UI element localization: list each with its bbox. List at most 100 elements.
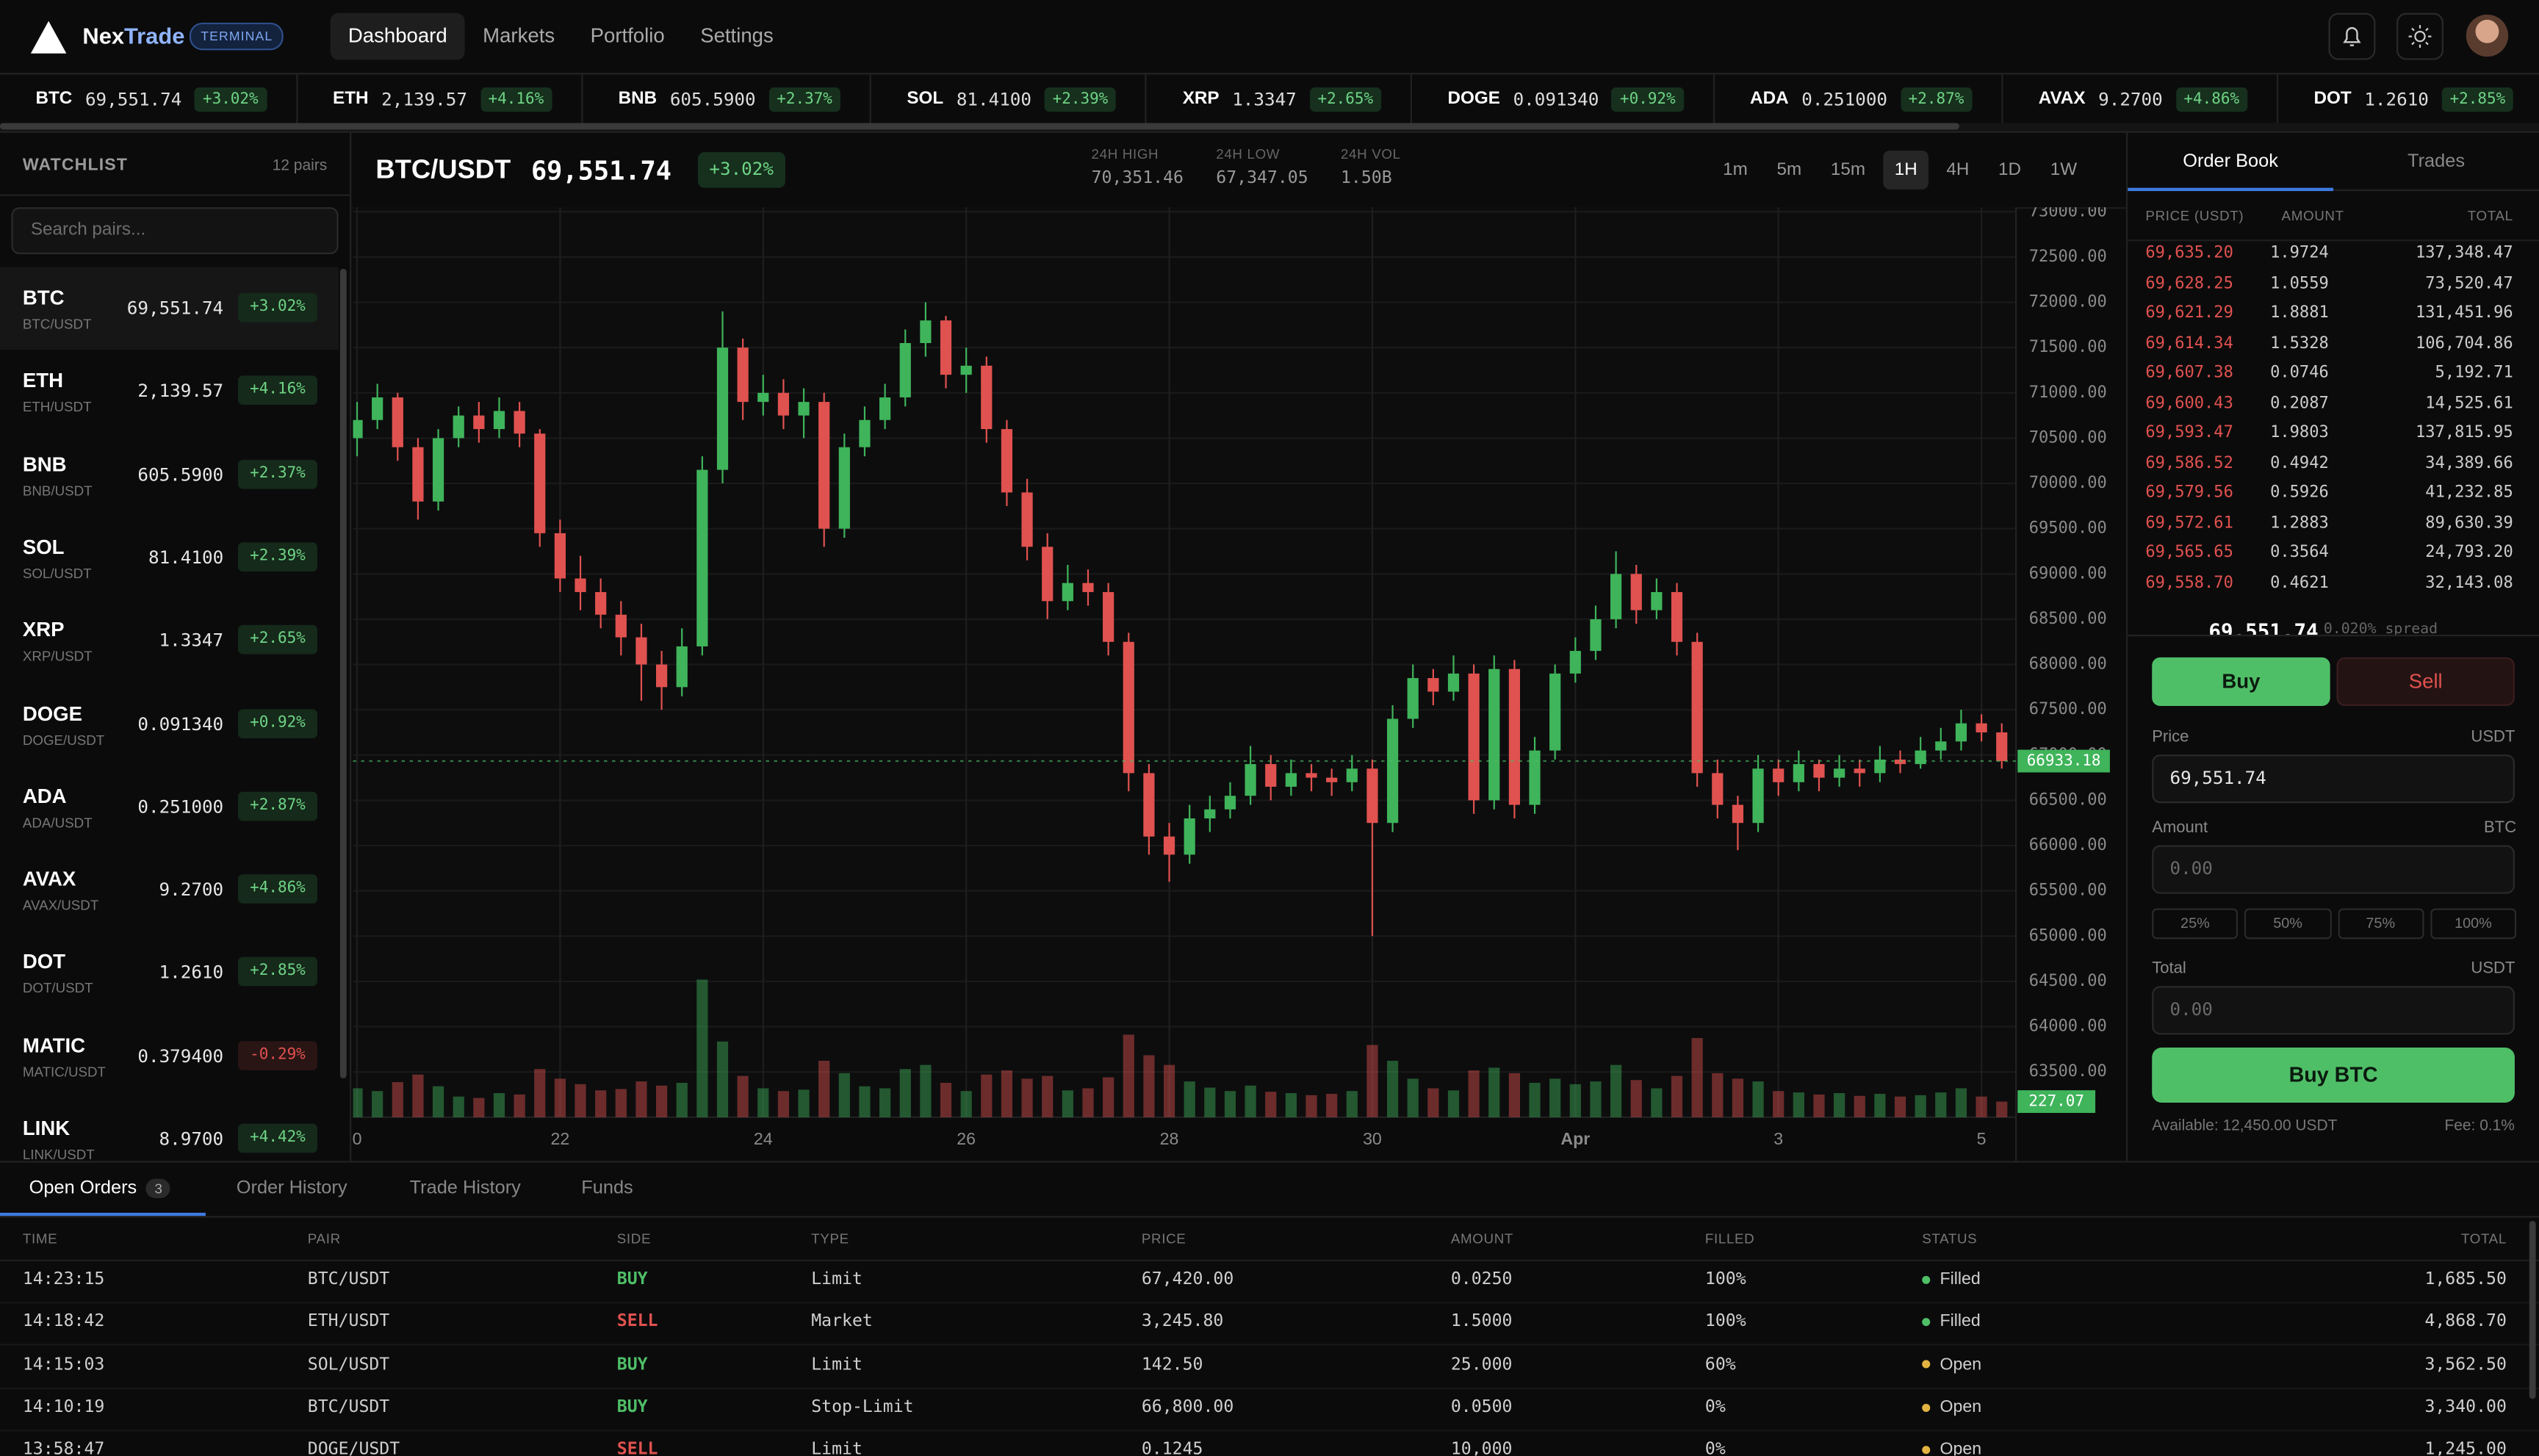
watchlist-row[interactable]: BNB BNB/USDT 605.5900 +2.37% xyxy=(0,433,339,516)
candle-body xyxy=(757,392,769,403)
candle-body xyxy=(1021,492,1033,547)
symbol: SOL xyxy=(22,536,65,559)
price-input[interactable]: 69,551.74 xyxy=(2152,754,2515,804)
volume-bar xyxy=(1813,1094,1825,1117)
y-tick-label: 70000.00 xyxy=(2029,474,2107,492)
cell: 1,245.00 xyxy=(2424,1439,2507,1456)
x-tick-label: 3 xyxy=(1773,1129,1783,1148)
watchlist-row[interactable]: LINK LINK/USDT 8.9700 +4.42% xyxy=(0,1098,339,1161)
watchlist-row[interactable]: AVAX AVAX/USDT 9.2700 +4.86% xyxy=(0,848,339,931)
notifications-button[interactable] xyxy=(2328,12,2376,60)
y-tick-label: 71500.00 xyxy=(2029,338,2107,356)
volume-bar xyxy=(1407,1078,1419,1117)
percent-button[interactable]: 75% xyxy=(2337,908,2424,940)
orders-tab[interactable]: Funds xyxy=(552,1163,663,1217)
ticker-change: +2.87% xyxy=(1900,86,1973,111)
volume-bar xyxy=(1224,1091,1236,1117)
percent-button[interactable]: 50% xyxy=(2244,908,2331,940)
candle-body xyxy=(1346,768,1358,782)
timeframe-button[interactable]: 1m xyxy=(1723,160,1748,180)
candle-body xyxy=(716,347,729,470)
ticker-item[interactable]: ADA 0.251000 +2.87% xyxy=(1715,74,2003,123)
nav-item[interactable]: Markets xyxy=(483,24,555,47)
watchlist-row[interactable]: ADA ADA/USDT 0.251000 +2.87% xyxy=(0,765,339,848)
volume-bar xyxy=(1529,1082,1541,1117)
price: 81.4100 xyxy=(148,547,224,569)
divider xyxy=(0,194,350,196)
candle-body xyxy=(1610,574,1622,619)
percent-button[interactable]: 25% xyxy=(2152,908,2239,940)
nav-item[interactable]: Dashboard xyxy=(330,12,465,60)
cell: Limit xyxy=(811,1269,862,1289)
nav-item[interactable]: Settings xyxy=(700,24,774,47)
candle-body xyxy=(514,411,525,434)
ask-price: 69,586.52 xyxy=(2145,454,2233,472)
book-tab[interactable]: Order Book xyxy=(2128,133,2334,192)
row-divider xyxy=(0,1302,2539,1304)
ticker-item[interactable]: DOT 1.2610 +2.85% xyxy=(2278,74,2539,123)
volume-bar xyxy=(615,1089,627,1117)
volume-bar xyxy=(1732,1078,1744,1117)
ticker-item[interactable]: BTC 69,551.74 +3.02% xyxy=(0,74,298,123)
amount-input[interactable]: 0.00 xyxy=(2152,845,2515,894)
watchlist-row[interactable]: BTC BTC/USDT 69,551.74 +3.02% xyxy=(0,267,339,350)
search-input[interactable]: Search pairs... xyxy=(11,207,339,255)
column-header: TYPE xyxy=(811,1230,849,1247)
orders-tab[interactable]: Open Orders 3 xyxy=(0,1163,206,1217)
ticker-item[interactable]: AVAX 9.2700 +4.86% xyxy=(2003,74,2278,123)
candle-body xyxy=(1285,773,1297,787)
avatar[interactable] xyxy=(2466,14,2509,57)
cell: SELL xyxy=(616,1439,658,1456)
stat-value: 1.50B xyxy=(1340,168,1392,188)
nav-item[interactable]: Portfolio xyxy=(590,24,665,47)
percent-button[interactable]: 100% xyxy=(2430,908,2517,940)
watchlist-row[interactable]: SOL SOL/USDT 81.4100 +2.39% xyxy=(0,516,339,599)
orders-tab[interactable]: Trade History xyxy=(381,1163,550,1217)
timeframe-button[interactable]: 5m xyxy=(1776,160,1802,180)
ask-price: 69,628.25 xyxy=(2145,274,2233,292)
symbol: MATIC xyxy=(22,1034,86,1057)
submit-button[interactable]: Buy BTC xyxy=(2152,1048,2515,1103)
pair-title: BTC/USDT xyxy=(375,155,511,185)
ticker-price: 1.2610 xyxy=(2364,88,2429,109)
scroll-thumb xyxy=(0,123,1959,130)
badge: TERMINAL xyxy=(189,22,284,51)
ticker-item[interactable]: SOL 81.4100 +2.39% xyxy=(871,74,1148,123)
ticker-item[interactable]: BNB 605.5900 +2.37% xyxy=(583,74,871,123)
ticker-item[interactable]: DOGE 0.091340 +0.92% xyxy=(1412,74,1715,123)
theme-button[interactable] xyxy=(2396,12,2443,60)
buy-tab[interactable]: Buy xyxy=(2152,657,2330,706)
timeframe-button[interactable]: 15m xyxy=(1830,160,1866,180)
ticker-item[interactable]: ETH 2,139.57 +4.16% xyxy=(298,74,583,123)
candle-body xyxy=(392,397,403,447)
candle-body xyxy=(412,447,424,502)
ticker-item[interactable]: XRP 1.3347 +2.65% xyxy=(1147,74,1413,123)
volume-bar xyxy=(1062,1090,1073,1117)
timeframe-button[interactable]: 1W xyxy=(2050,160,2078,180)
volume-bar xyxy=(1671,1075,1683,1117)
ticker-price: 0.091340 xyxy=(1513,88,1599,109)
price: 605.5900 xyxy=(137,464,224,486)
y-tick-label: 63500.00 xyxy=(2029,1062,2107,1081)
watchlist-row[interactable]: XRP XRP/USDT 1.3347 +2.65% xyxy=(0,599,339,682)
timeframe-button[interactable]: 1D xyxy=(1998,160,2022,180)
y-tick-label: 64500.00 xyxy=(2029,972,2107,990)
timeframe-button[interactable]: 1H xyxy=(1883,150,1929,190)
watchlist-row[interactable]: MATIC MATIC/USDT 0.379400 -0.29% xyxy=(0,1014,339,1097)
status-dot xyxy=(1922,1403,1931,1412)
total-input[interactable]: 0.00 xyxy=(2152,986,2515,1035)
timeframe-button[interactable]: 4H xyxy=(1946,160,1970,180)
orders-tab[interactable]: Order History xyxy=(207,1163,376,1217)
sell-tab[interactable]: Sell xyxy=(2336,657,2515,706)
mid-price: 69,551.74 xyxy=(2208,618,2319,635)
watchlist-row[interactable]: ETH ETH/USDT 2,139.57 +4.16% xyxy=(0,350,339,433)
book-tab[interactable]: Trades xyxy=(2333,133,2539,192)
watchlist-row[interactable]: DOT DOT/USDT 1.2610 +2.85% xyxy=(0,931,339,1014)
watchlist-row[interactable]: DOGE DOGE/USDT 0.091340 +0.92% xyxy=(0,682,339,765)
ask-price: 69,565.65 xyxy=(2145,544,2233,562)
ask-amount: 0.0746 xyxy=(2270,364,2329,383)
candle-body xyxy=(1082,583,1094,592)
price: 1.2610 xyxy=(159,962,224,984)
candle-body xyxy=(1630,574,1642,610)
volume-bar xyxy=(1630,1080,1642,1117)
